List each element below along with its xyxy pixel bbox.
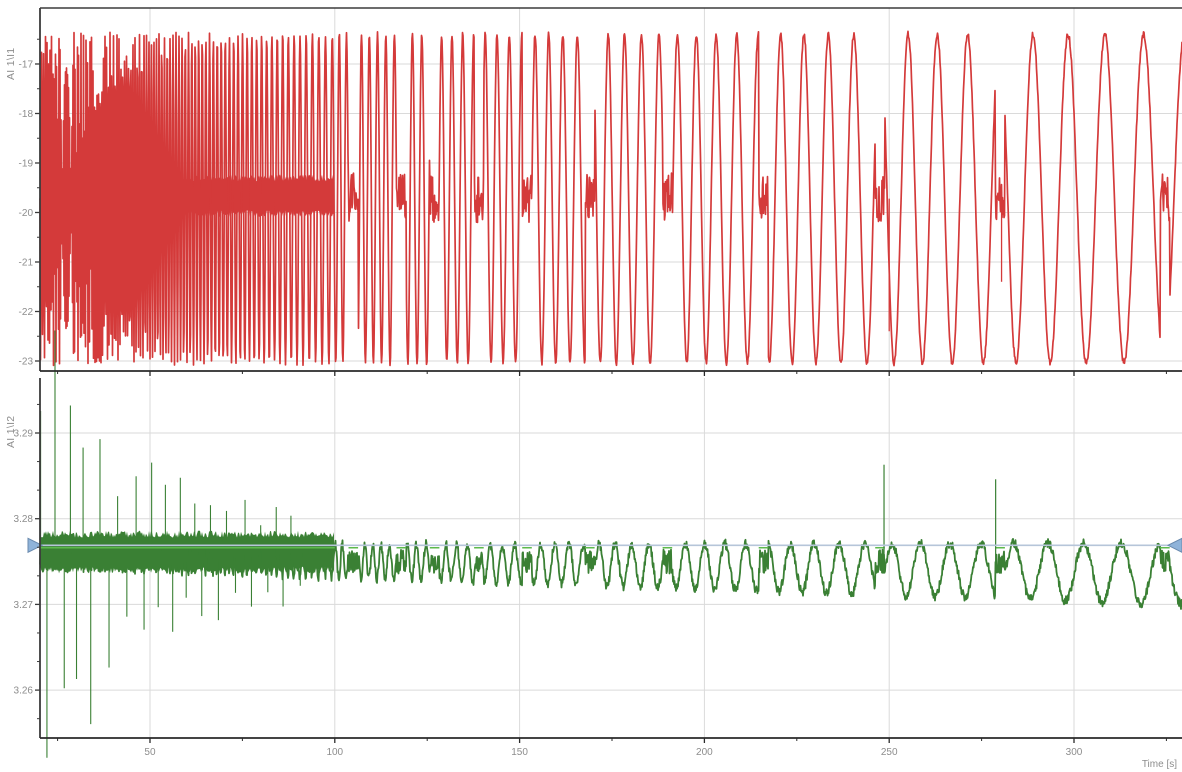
x-tick-label: 150	[511, 747, 528, 758]
sweep-trace	[39, 538, 1182, 610]
x-tick-label: 100	[326, 747, 343, 758]
waveform-channel-1	[39, 30, 1182, 367]
sweep-trace	[39, 30, 1182, 367]
x-tick-label: 250	[881, 747, 898, 758]
y-tick-label: 3.27	[14, 600, 34, 611]
x-tick-label: 300	[1066, 747, 1083, 758]
y-tick-label: -23	[19, 357, 34, 368]
y-tick-label: 3.26	[14, 686, 34, 697]
y-tick-label: 3.28	[14, 514, 34, 525]
y-tick-label: 3.29	[14, 429, 34, 440]
y-tick-label: -17	[19, 59, 34, 70]
cursor-layer	[27, 537, 1182, 554]
axes-and-ticks: -17 -18 -19 -20 -21 -22 -23 3.29 3.28 3.27 3.26 50 1…	[14, 7, 1182, 758]
y-tick-label: -22	[19, 307, 34, 318]
channel-label-ai1i2: AI 1\I2	[5, 416, 17, 448]
axis-labels: AI 1\I1 AI 1\I2 Time [s]	[5, 48, 1177, 770]
x-tick-label: 200	[696, 747, 713, 758]
cursor-marker-right[interactable]	[1166, 537, 1182, 553]
cursor-marker-left[interactable]	[27, 537, 44, 554]
channel-label-ai1i1: AI 1\I1	[5, 48, 17, 80]
y-tick-label: -20	[19, 208, 34, 219]
y-tick-label: -18	[19, 109, 34, 120]
y-tick-label: -19	[19, 158, 34, 169]
waveform-channel-2	[39, 330, 1182, 758]
y-tick-label: -21	[19, 257, 34, 268]
time-axis-label: Time [s]	[1142, 759, 1177, 770]
x-tick-label: 50	[144, 747, 156, 758]
